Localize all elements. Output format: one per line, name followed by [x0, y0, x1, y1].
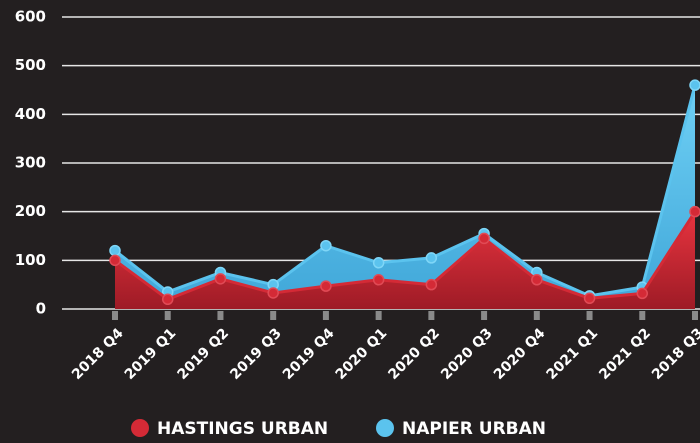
- x-tick-label: 2020 Q1: [333, 325, 391, 383]
- area-fill: [115, 85, 695, 309]
- legend-swatch: [131, 419, 149, 437]
- y-tick-label: 500: [15, 56, 46, 74]
- y-tick-label: 0: [36, 300, 46, 318]
- data-point: [109, 254, 121, 267]
- data-point: [214, 273, 227, 285]
- data-point: [636, 287, 649, 300]
- x-tick-mark: [692, 311, 698, 320]
- x-tick-mark: [112, 311, 118, 320]
- x-tick-label: 2020 Q2: [385, 325, 443, 383]
- data-point: [689, 205, 700, 218]
- data-point: [372, 257, 385, 269]
- data-point: [689, 79, 700, 91]
- x-tick-label: 2019 Q1: [122, 325, 180, 383]
- x-tick-label: 2019 Q3: [227, 325, 285, 383]
- y-tick-label: 600: [15, 8, 46, 26]
- series-line: [114, 84, 697, 298]
- x-tick-label: 2019 Q2: [174, 325, 232, 383]
- data-point: [109, 244, 121, 257]
- data-point: [583, 292, 596, 305]
- legend-label: HASTINGS URBAN: [157, 419, 328, 439]
- x-tick-label: 2020 Q4: [491, 325, 549, 383]
- legend-label: NAPIER URBAN: [402, 419, 546, 439]
- series-line: [114, 210, 697, 301]
- x-tick-mark: [217, 311, 224, 320]
- x-tick-label: 2019 Q4: [280, 325, 338, 383]
- data-point: [372, 274, 385, 286]
- data-point: [161, 293, 174, 306]
- x-tick-label: 2020 Q3: [438, 325, 496, 383]
- legend-swatch: [376, 419, 394, 437]
- x-tick-mark: [428, 311, 435, 320]
- x-tick-label: 2018 Q3: [649, 325, 700, 383]
- data-point: [320, 239, 332, 252]
- data-point: [425, 252, 438, 264]
- y-tick-label: 300: [15, 154, 46, 172]
- x-tick-mark: [164, 311, 171, 320]
- data-point: [425, 278, 438, 291]
- x-tick-label: 2021 Q2: [596, 325, 654, 383]
- x-tick-mark: [533, 311, 540, 320]
- x-tick-mark: [375, 311, 382, 320]
- data-point: [478, 232, 490, 245]
- data-point: [267, 287, 279, 299]
- data-point: [320, 280, 332, 292]
- x-tick-mark: [481, 311, 488, 320]
- x-tick-mark: [639, 311, 646, 320]
- x-tick-mark: [270, 311, 277, 320]
- x-tick-mark: [586, 311, 593, 320]
- y-tick-label: 100: [15, 251, 46, 269]
- x-tick-mark: [322, 311, 329, 320]
- x-tick-label: 2018 Q4: [69, 325, 127, 383]
- y-tick-label: 200: [15, 202, 46, 220]
- y-tick-label: 400: [15, 105, 46, 123]
- data-point: [531, 274, 543, 286]
- x-tick-label: 2021 Q1: [544, 325, 602, 383]
